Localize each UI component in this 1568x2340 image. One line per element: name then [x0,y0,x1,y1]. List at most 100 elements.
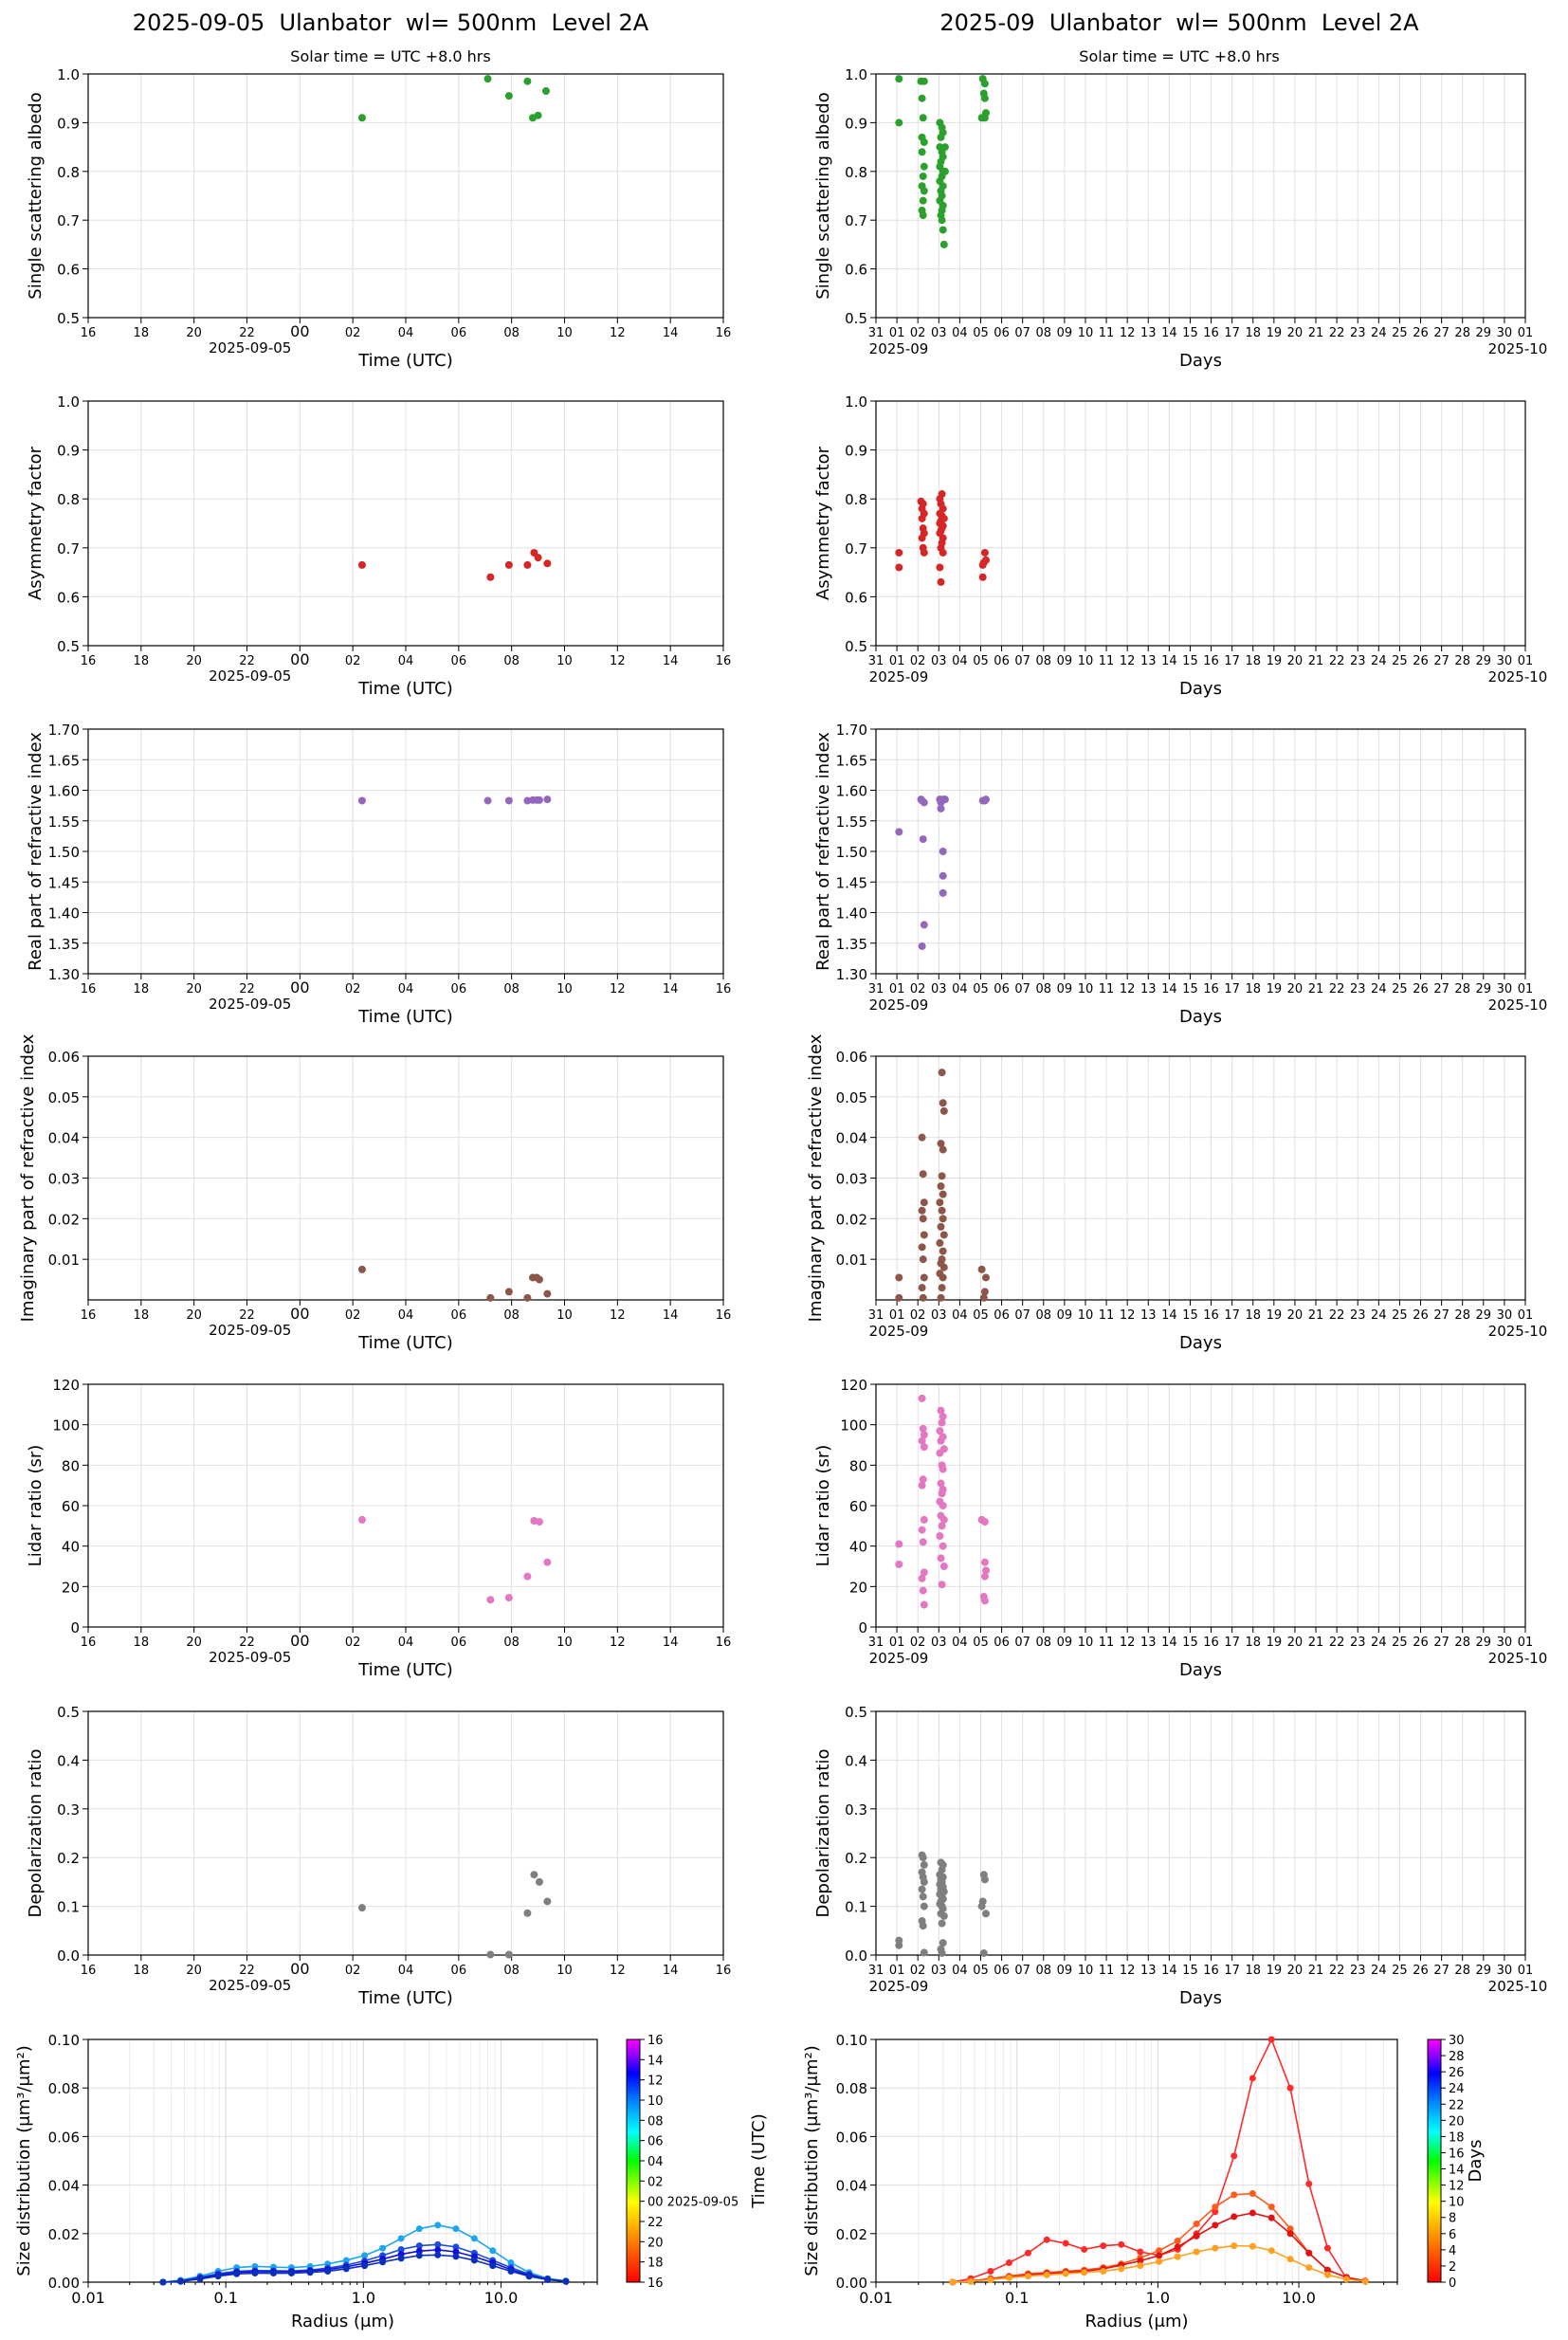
y-tick-label: 1.35 [48,936,80,953]
x-tick-label: 28 [1454,982,1470,996]
data-point [357,114,366,122]
x-tick-label: 20 [1287,1308,1304,1323]
data-point [982,795,991,804]
colorbar-tick-label: 22 [647,2216,664,2230]
x-tick-label: 14 [663,654,679,668]
x-tick-label: 18 [134,1308,150,1323]
month-end-label: 2025-10 [1488,1978,1548,1995]
series-point [415,2225,423,2233]
x-tick-label: 11 [1099,1636,1115,1650]
x-tick-label: 04 [398,1308,414,1323]
plot-frame [875,2038,1398,2283]
x-tick-label: 18 [1245,1308,1261,1323]
series-point [1024,2249,1031,2257]
month-end-label: 2025-10 [1488,1650,1548,1667]
data-point [920,137,928,146]
data-point [939,1465,947,1473]
y-tick-label: 0.05 [836,1089,867,1106]
data-point [919,1586,927,1595]
x-tick-label: 21 [1308,982,1324,996]
x-tick-label: 31 [868,1964,884,1978]
x-tick-label: 01 [889,1308,905,1323]
x-tick-label: 31 [868,982,884,996]
series-point [1043,2236,1050,2243]
data-point [939,1145,947,1154]
x-tick-label: 04 [952,1308,968,1323]
series-point [1231,2191,1238,2199]
data-point [939,548,947,557]
x-tick-label: 08 [503,654,520,668]
data-point [978,1897,987,1906]
x-tick-label: 10 [556,1636,573,1650]
x-tick-label: 27 [1433,982,1449,996]
colorbar-tick-label: 06 [647,2135,664,2149]
y-tick-label: 0.08 [48,2080,80,2097]
x-tick-label: 10 [556,982,573,996]
series-point [306,2269,314,2276]
data-point [918,941,926,950]
x-tick-label: 15 [1182,654,1198,668]
series-point [562,2277,570,2285]
scatter-panel-right-2 [870,728,1526,979]
data-point [940,143,949,152]
y-tick-label: 60 [849,1498,867,1515]
data-point [982,1566,991,1575]
series-point [1286,2256,1294,2263]
month-start-label: 2025-09 [869,1978,929,1995]
x-tick-label: 20 [1287,654,1304,668]
x-tick-label: 1.0 [1146,2289,1170,2307]
x-tick-label: 05 [973,1964,989,1978]
x-tick-label: 01 [1518,1964,1534,1978]
data-point [895,75,903,83]
x-tick-label: 16 [81,654,97,668]
y-tick-label: 1.45 [48,874,80,891]
x-tick-label: 04 [398,654,414,668]
x-axis-label: Time (UTC) [357,1660,453,1680]
y-tick-label: 0.3 [845,1801,867,1819]
data-point [982,556,991,564]
series-point [470,2257,478,2264]
x-tick-label: 04 [398,326,414,340]
x-tick-label: 16 [716,1636,732,1650]
x-tick-label: 22 [239,1308,255,1323]
x-tick-label: 22 [1329,654,1345,668]
x-tick-label: 11 [1099,1964,1115,1978]
colorbar-days-label: Days [1466,2140,1486,2183]
x-tick-label: 16 [81,1964,97,1978]
y-tick-label: 0.2 [845,1850,867,1867]
colorbar-right [1427,2038,1446,2283]
x-tick-label: 22 [239,982,255,996]
x-axis-label: Radius (μm) [291,2312,394,2331]
y-tick-label: 0.8 [57,491,80,508]
y-tick-label: 0.06 [836,1049,867,1066]
data-point [939,888,947,897]
series-point [287,2270,295,2277]
y-tick-label: 120 [840,1377,867,1394]
x-tick-label: 11 [1099,326,1115,340]
data-point [938,1522,946,1530]
y-tick-label: 1.60 [836,783,867,800]
y-tick-label: 1.50 [48,844,80,861]
x-tick-label: 0.01 [71,2289,105,2307]
series-point [1174,2253,1181,2260]
y-tick-label: 1.60 [48,783,80,800]
x-tick-label: 08 [1036,1636,1052,1650]
x-tick-label: 21 [1308,654,1324,668]
colorbar-tick-label: 8 [1449,2212,1456,2226]
x-tick-label: 04 [952,1636,968,1650]
data-point [918,94,926,102]
x-tick-label: 30 [1497,326,1513,340]
series-point [452,2225,460,2233]
y-tick-label: 1.70 [836,722,867,739]
scatter-panel-left-1 [82,400,724,651]
x-tick-label: 02 [345,326,361,340]
y-tick-label: 0.1 [845,1899,867,1916]
month-start-label: 2025-09 [869,340,929,357]
data-point [920,798,928,807]
x-tick-label: 13 [1140,1964,1157,1978]
data-point [978,573,987,581]
x-tick-label: 23 [1350,1308,1366,1323]
x-tick-label: 08 [503,982,520,996]
data-point [543,559,552,568]
data-point [895,828,903,836]
